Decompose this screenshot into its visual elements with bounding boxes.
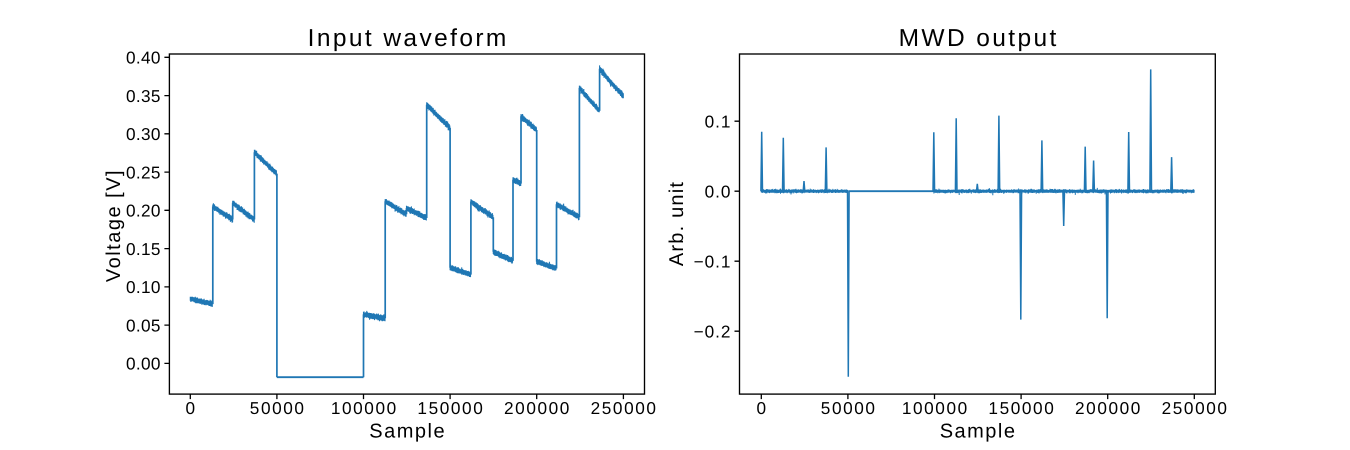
svg-text:−0.2: −0.2: [694, 321, 732, 341]
svg-text:250000: 250000: [1162, 398, 1229, 418]
svg-text:100000: 100000: [331, 398, 398, 418]
svg-text:150000: 150000: [417, 398, 484, 418]
svg-text:0.20: 0.20: [126, 201, 161, 221]
svg-text:0: 0: [757, 398, 768, 418]
svg-text:50000: 50000: [821, 398, 877, 418]
svg-text:MWD output: MWD output: [899, 25, 1059, 52]
svg-text:250000: 250000: [591, 398, 658, 418]
svg-text:Input waveform: Input waveform: [308, 25, 509, 52]
svg-text:150000: 150000: [988, 398, 1055, 418]
svg-text:0: 0: [186, 398, 197, 418]
svg-text:−0.1: −0.1: [694, 251, 732, 271]
svg-text:200000: 200000: [504, 398, 571, 418]
svg-text:0.1: 0.1: [705, 111, 732, 131]
svg-text:0.05: 0.05: [126, 315, 161, 335]
svg-text:Sample: Sample: [940, 421, 1017, 443]
svg-text:0.0: 0.0: [705, 181, 732, 201]
svg-text:0.30: 0.30: [126, 124, 161, 144]
svg-text:0.15: 0.15: [126, 239, 161, 259]
svg-text:0.10: 0.10: [126, 277, 161, 297]
svg-text:Voltage [V]: Voltage [V]: [103, 169, 125, 282]
svg-text:200000: 200000: [1075, 398, 1142, 418]
svg-text:Sample: Sample: [369, 421, 446, 443]
svg-text:50000: 50000: [250, 398, 306, 418]
svg-text:Arb. unit: Arb. unit: [666, 181, 688, 266]
svg-text:0.00: 0.00: [126, 354, 161, 374]
svg-text:100000: 100000: [902, 398, 969, 418]
svg-text:0.25: 0.25: [126, 162, 161, 182]
svg-text:0.40: 0.40: [126, 48, 161, 68]
svg-text:0.35: 0.35: [126, 86, 161, 106]
